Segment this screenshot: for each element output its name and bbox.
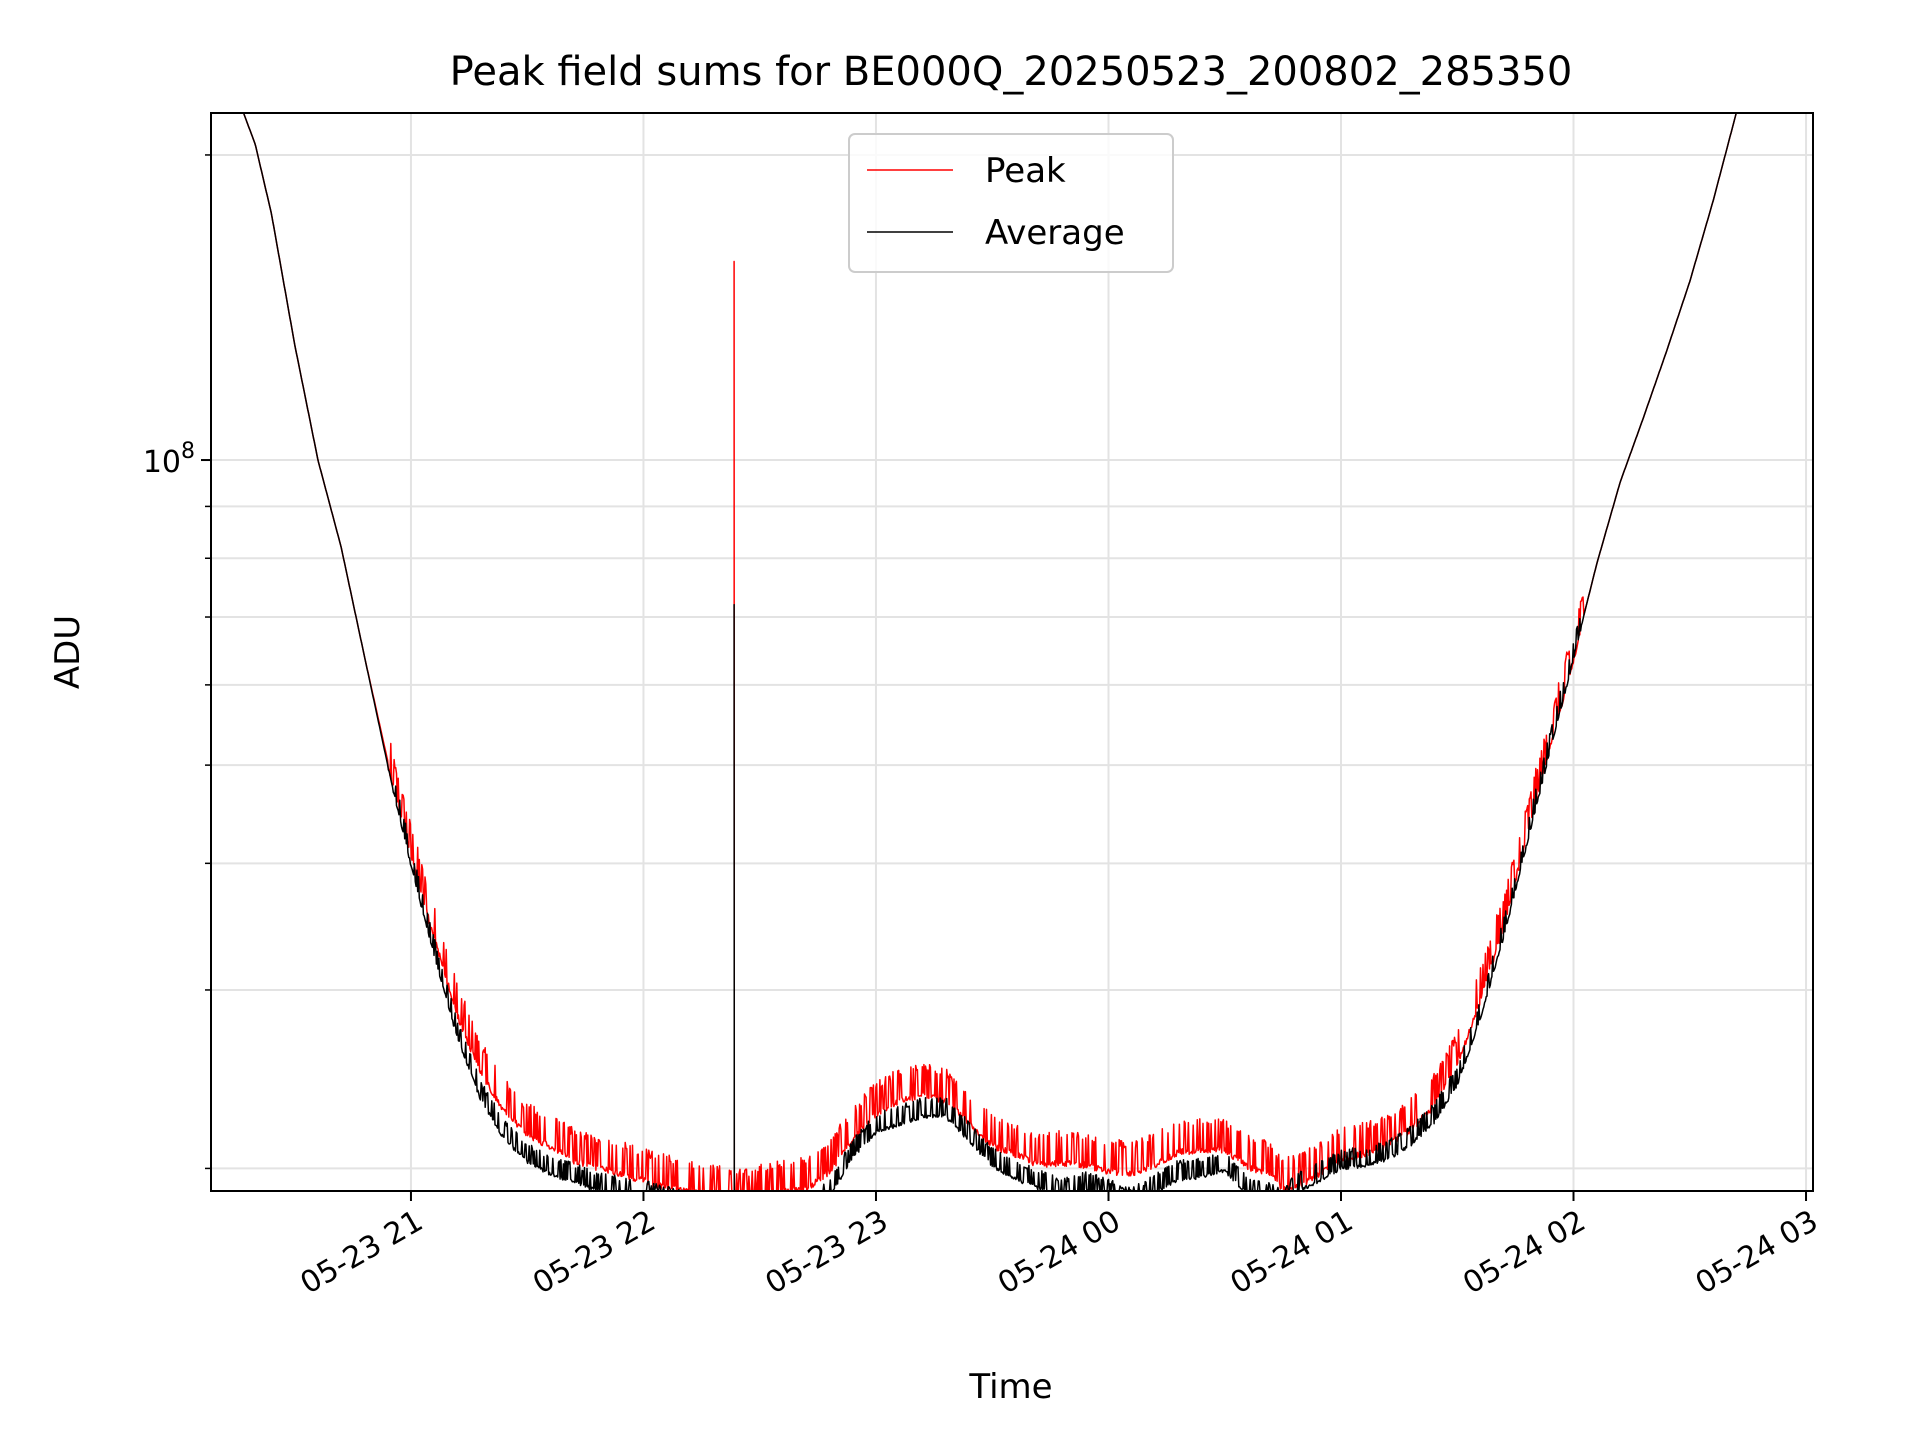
legend-average-label: Average (985, 213, 1125, 253)
chart-title: Peak field sums for BE000Q_20250523_2008… (450, 49, 1573, 95)
x-axis-label: Time (968, 1367, 1052, 1407)
x-tick-label: 05-24 01 (1225, 1204, 1359, 1302)
series-average-line (211, 112, 1813, 1192)
series-layer (211, 112, 1813, 1192)
y-tick-label: 108 (143, 439, 195, 480)
series-peak-line (211, 112, 1813, 1192)
legend: Peak Average (848, 133, 1174, 273)
legend-box (848, 133, 1174, 273)
plot-frame (210, 112, 1814, 1192)
x-tick-label: 05-23 22 (527, 1204, 661, 1302)
x-tick-label: 05-23 21 (295, 1204, 429, 1302)
x-tick-label: 05-24 03 (1690, 1204, 1824, 1302)
x-tick-label: 05-23 23 (760, 1204, 894, 1302)
x-tick-label: 05-24 00 (992, 1204, 1126, 1302)
x-tick-label: 05-24 02 (1457, 1204, 1591, 1302)
legend-peak-label: Peak (985, 151, 1066, 191)
y-axis-label: ADU (48, 615, 88, 689)
